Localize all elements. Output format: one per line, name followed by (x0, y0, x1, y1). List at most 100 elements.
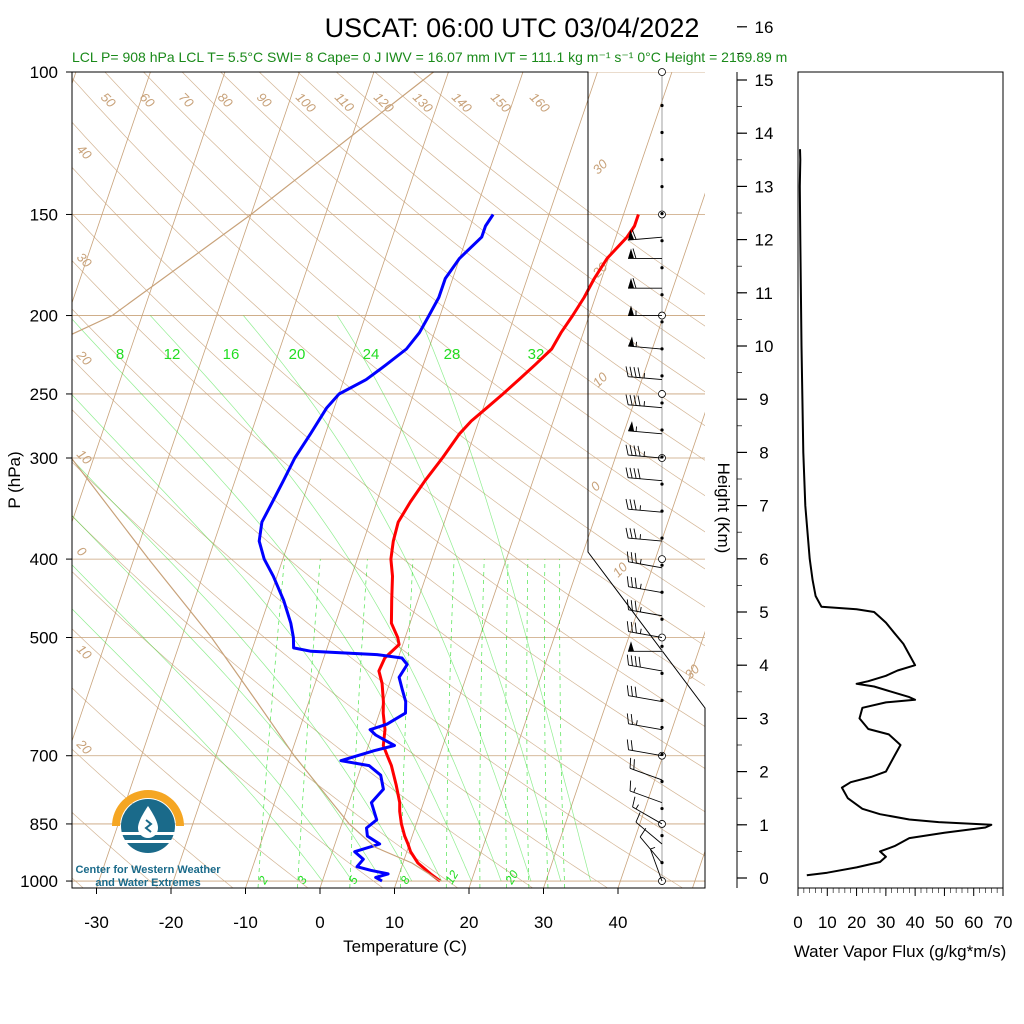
pressure-tick-label: 700 (30, 747, 58, 766)
temp-tick-label: 40 (609, 913, 628, 932)
wind-barb-flag (630, 576, 633, 588)
isotherm-line (170, 72, 449, 888)
wind-barb-staff (632, 806, 663, 825)
mixing-ratio-line (445, 559, 455, 888)
wind-barb-staff (629, 790, 663, 804)
wind-barb-staff (628, 537, 663, 542)
logo-line-1: Center for Western Weather (75, 864, 221, 876)
mixing-ratio-label: 3 (294, 873, 310, 886)
dry-adiabat-line (220, 72, 705, 461)
wind-barb-flag (634, 622, 637, 634)
temp-tick-label: 10 (385, 913, 404, 932)
temp-tick-label: -10 (233, 913, 258, 932)
wind-barb-flag (635, 812, 641, 823)
dry-adiabat-line (72, 77, 705, 608)
isotherm-label: 60 (137, 90, 158, 111)
temp-tick-label: 20 (460, 913, 479, 932)
wind-barb-staff (628, 586, 663, 594)
wind-barb-half (635, 720, 638, 726)
height-tick-label: 13 (755, 177, 774, 196)
wind-barb-flag (634, 656, 637, 667)
y-axis-label: P (hPa) (5, 451, 24, 508)
logo-drop-mark (144, 819, 153, 833)
isotherm-label: 150 (488, 90, 514, 116)
wind-barb-flag (637, 367, 641, 378)
flux-tick-label: 0 (793, 913, 802, 932)
wind-barb-flag (632, 248, 637, 259)
temp-tick-label: -30 (84, 913, 109, 932)
isotherm-line (692, 849, 705, 888)
chart-title: USCAT: 06:00 UTC 03/04/2022 (325, 13, 700, 43)
isotherm-line (617, 630, 705, 888)
wind-barb-flag (626, 739, 629, 750)
wind-barb-flag (629, 780, 632, 792)
isotherm-label: 160 (527, 90, 553, 116)
mixing-ratio-label: 16 (223, 346, 240, 363)
wind-barb-flag (637, 468, 641, 479)
dry-adiabat-line (72, 811, 159, 888)
wind-barb-staff (628, 508, 663, 513)
isotherm-label: 20 (73, 347, 95, 369)
dry-adiabat-line (72, 409, 683, 888)
flux-x-label: Water Vapor Flux (g/kg*m/s) (794, 942, 1007, 961)
wind-barb-pennant (628, 248, 634, 259)
wind-barb-staff (628, 345, 663, 350)
wind-barb-flag (629, 394, 633, 406)
wind-barb-flag (633, 759, 635, 770)
height-tick-label: 7 (759, 497, 768, 516)
height-tick-label: 6 (759, 550, 768, 569)
isotherm-label: 50 (98, 90, 119, 111)
dry-adiabat-line (72, 166, 705, 687)
wind-barb-flag (626, 621, 629, 632)
dry-adiabat-line (258, 72, 705, 427)
wind-barb-flag (626, 599, 629, 610)
moist-adiabat-line (72, 394, 442, 882)
height-tick-label: 16 (755, 18, 774, 37)
wind-barb-flag (634, 600, 637, 612)
isotherm-label: 30 (590, 156, 611, 177)
wind-level-dot (660, 157, 664, 162)
height-tick-label: 2 (759, 763, 768, 782)
wind-barb-flag (625, 467, 629, 478)
height-tick-label: 15 (755, 71, 774, 90)
height-tick-label: 12 (755, 231, 774, 250)
wind-barb-staff (628, 749, 663, 757)
isotherm-line (543, 411, 705, 888)
pressure-tick-label: 500 (30, 628, 58, 647)
temp-tick-label: 0 (315, 913, 324, 932)
height-axis-label: Height (Km) (714, 463, 733, 554)
wind-barb-flag (633, 468, 637, 479)
temp-tick-label: -20 (159, 913, 184, 932)
wind-level-dot (660, 644, 664, 648)
mixing-ratio-line (559, 559, 566, 888)
wind-barb-flag (629, 445, 633, 456)
wind-level-dot (660, 293, 664, 297)
wind-barb-flag (632, 796, 636, 808)
cw3e-logo: Center for Western Weather and Water Ext… (75, 790, 221, 889)
mixing-ratio-label: 24 (363, 346, 380, 363)
moist-adiabat-line (72, 608, 323, 882)
pressure-tick-label: 300 (30, 449, 58, 468)
moist-adiabat-line (243, 315, 532, 882)
wind-level-ring (658, 390, 666, 398)
wind-barb-staff (629, 767, 663, 781)
height-tick-label: 4 (759, 656, 768, 675)
skewt-frame (71, 71, 706, 889)
moist-adiabat-line (337, 315, 562, 882)
wind-barb-staff (628, 723, 663, 731)
wind-level-dot (660, 563, 664, 567)
mixing-ratio-label: 28 (444, 346, 461, 363)
wind-barb-flag (625, 527, 629, 539)
wind-level-dot (660, 428, 664, 432)
wind-barb-flag (637, 395, 641, 406)
wind-barb-flag (633, 528, 637, 539)
dry-adiabat-line (72, 461, 608, 888)
wind-barb-flag (626, 551, 629, 562)
series-temperature (377, 214, 640, 883)
moist-adiabat-line (72, 458, 413, 882)
mixing-ratio-line (297, 559, 321, 888)
wind-barb-staff (628, 430, 663, 435)
isotherm-line (0, 72, 1, 888)
temp-tick-label: 30 (534, 913, 553, 932)
